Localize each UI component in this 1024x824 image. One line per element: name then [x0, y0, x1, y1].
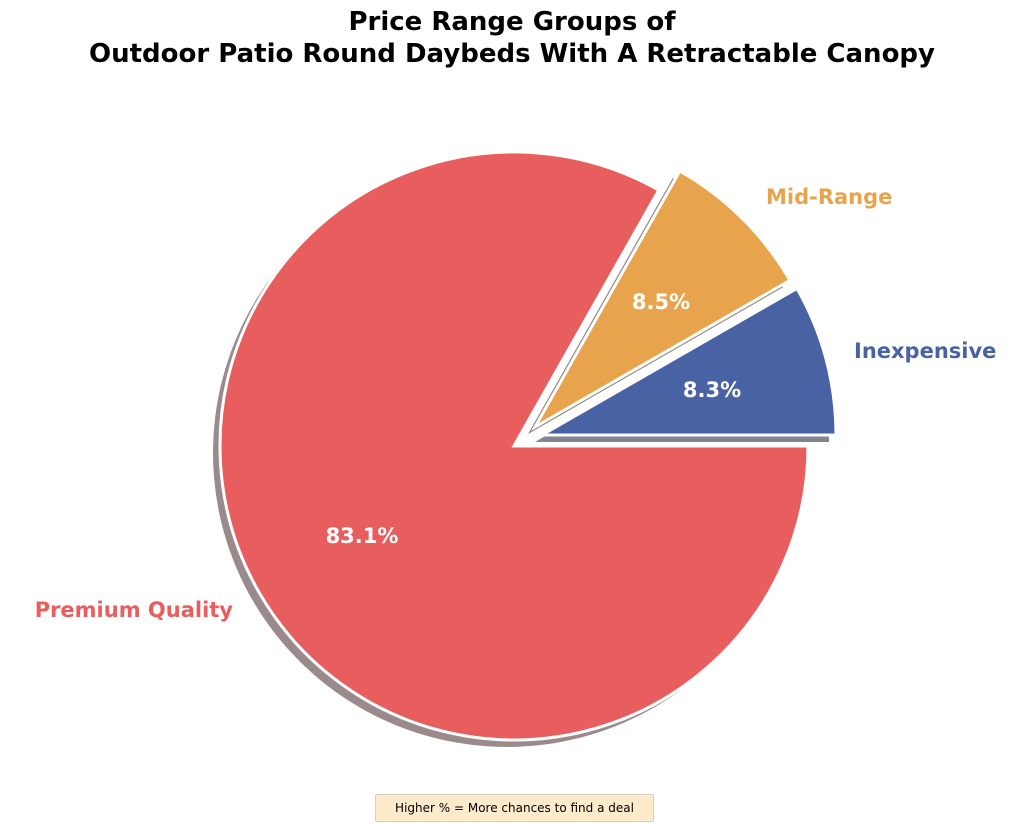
pct-label-inexpensive: 8.3%: [683, 378, 741, 402]
slice-premium-quality[interactable]: [218, 150, 810, 742]
pct-label-premium: 83.1%: [326, 524, 399, 548]
slice-inexpensive[interactable]: [536, 286, 838, 437]
chart-title-line-2: Outdoor Patio Round Daybeds With A Retra…: [89, 39, 935, 69]
annotation-note: Higher % = More chances to find a deal: [375, 794, 654, 822]
pct-label-mid-range: 8.5%: [632, 290, 690, 314]
chart-title: Price Range Groups of Outdoor Patio Roun…: [0, 6, 1024, 70]
chart-title-line-1: Price Range Groups of: [348, 7, 676, 37]
category-label-premium-quality: Premium Quality: [35, 598, 234, 622]
category-label-mid-range: Mid-Range: [766, 185, 892, 209]
category-label-inexpensive: Inexpensive: [854, 339, 996, 363]
slice-mid-range[interactable]: [530, 169, 792, 432]
